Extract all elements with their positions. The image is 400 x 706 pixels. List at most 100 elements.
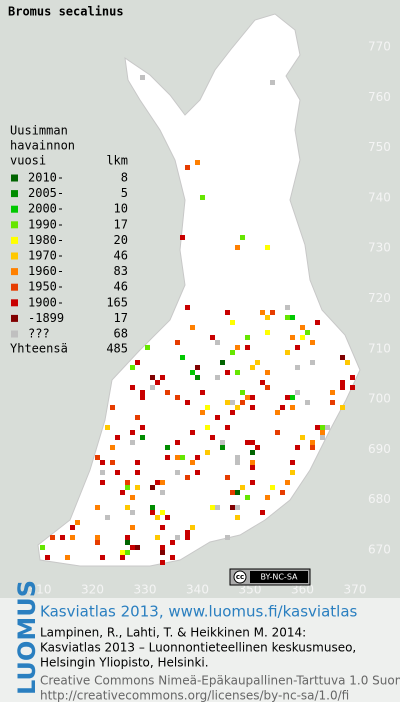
- observation-square: [245, 345, 250, 350]
- observation-square: [290, 470, 295, 475]
- x-tick-label: 370: [344, 583, 367, 597]
- observation-square: [185, 305, 190, 310]
- legend-label: 1950-: [28, 280, 64, 294]
- observation-square: [190, 525, 195, 530]
- observation-square: [235, 455, 240, 460]
- y-tick-label: 750: [368, 140, 391, 154]
- observation-square: [215, 340, 220, 345]
- observation-square: [135, 360, 140, 365]
- observation-square: [300, 335, 305, 340]
- legend-count: 8: [121, 171, 128, 185]
- observation-square: [175, 455, 180, 460]
- observation-square: [320, 435, 325, 440]
- x-tick-label: 340: [186, 583, 209, 597]
- license-badge: cc BY-NC-SA: [229, 568, 311, 586]
- observation-square: [125, 535, 130, 540]
- observation-square: [150, 510, 155, 515]
- observation-square: [120, 555, 125, 560]
- observation-square: [160, 490, 165, 495]
- observation-square: [225, 370, 230, 375]
- observation-square: [150, 375, 155, 380]
- observation-square: [135, 470, 140, 475]
- observation-square: [345, 360, 350, 365]
- legend-total-label: Yhteensä: [10, 342, 68, 356]
- observation-square: [190, 430, 195, 435]
- observation-square: [195, 470, 200, 475]
- legend-swatch: [11, 252, 18, 260]
- observation-square: [150, 505, 155, 510]
- observation-square: [245, 440, 250, 445]
- legend-column: vuosi: [10, 154, 46, 168]
- observation-square: [95, 540, 100, 545]
- observation-square: [200, 195, 205, 200]
- observation-square: [235, 370, 240, 375]
- observation-square: [120, 490, 125, 495]
- observation-square: [150, 385, 155, 390]
- observation-square: [220, 360, 225, 365]
- observation-square: [225, 535, 230, 540]
- observation-square: [275, 430, 280, 435]
- observation-square: [275, 410, 280, 415]
- observation-square: [165, 455, 170, 460]
- observation-square: [135, 485, 140, 490]
- observation-square: [155, 380, 160, 385]
- observation-square: [185, 165, 190, 170]
- y-tick-label: 710: [368, 341, 391, 355]
- observation-square: [190, 370, 195, 375]
- observation-square: [135, 460, 140, 465]
- footer-title: Kasviatlas 2013, www.luomus.fi/kasviatla…: [40, 603, 358, 621]
- observation-square: [165, 515, 170, 520]
- observation-square: [120, 550, 125, 555]
- x-tick-label: 350: [239, 583, 262, 597]
- legend-swatch: [11, 299, 18, 307]
- y-tick-label: 730: [368, 241, 391, 255]
- observation-square: [250, 440, 255, 445]
- y-tick-label: 690: [368, 442, 391, 456]
- observation-square: [285, 480, 290, 485]
- observation-square: [230, 505, 235, 510]
- observation-square: [230, 400, 235, 405]
- x-tick-label: 320: [81, 583, 104, 597]
- observation-square: [125, 540, 130, 545]
- observation-square: [160, 550, 165, 555]
- observation-square: [210, 335, 215, 340]
- legend-swatch: [11, 205, 18, 213]
- observation-square: [95, 505, 100, 510]
- observation-square: [100, 555, 105, 560]
- observation-square: [240, 235, 245, 240]
- observation-square: [315, 425, 320, 430]
- observation-square: [205, 450, 210, 455]
- observation-square: [190, 460, 195, 465]
- observation-square: [285, 305, 290, 310]
- y-tick-label: 680: [368, 492, 391, 506]
- observation-square: [250, 450, 255, 455]
- observation-square: [220, 440, 225, 445]
- observation-square: [155, 480, 160, 485]
- observation-square: [215, 415, 220, 420]
- observation-square: [135, 415, 140, 420]
- cc-icon: cc: [236, 573, 244, 581]
- legend-swatch: [11, 174, 18, 182]
- observation-square: [180, 235, 185, 240]
- observation-square: [160, 510, 165, 515]
- observation-square: [140, 435, 145, 440]
- observation-square: [320, 430, 325, 435]
- observation-square: [160, 525, 165, 530]
- legend-swatch: [11, 330, 18, 338]
- observation-square: [50, 535, 55, 540]
- observation-square: [215, 505, 220, 510]
- legend-label: -1899: [28, 311, 64, 325]
- observation-square: [125, 550, 130, 555]
- finland-outline: [37, 13, 361, 567]
- observation-square: [235, 515, 240, 520]
- observation-square: [300, 435, 305, 440]
- observation-square: [125, 485, 130, 490]
- legend-count: 68: [114, 327, 128, 341]
- observation-square: [265, 370, 270, 375]
- cc-circle: [233, 570, 247, 584]
- observation-square: [235, 345, 240, 350]
- observation-square: [340, 385, 345, 390]
- observation-square: [160, 545, 165, 550]
- observation-square: [160, 560, 165, 565]
